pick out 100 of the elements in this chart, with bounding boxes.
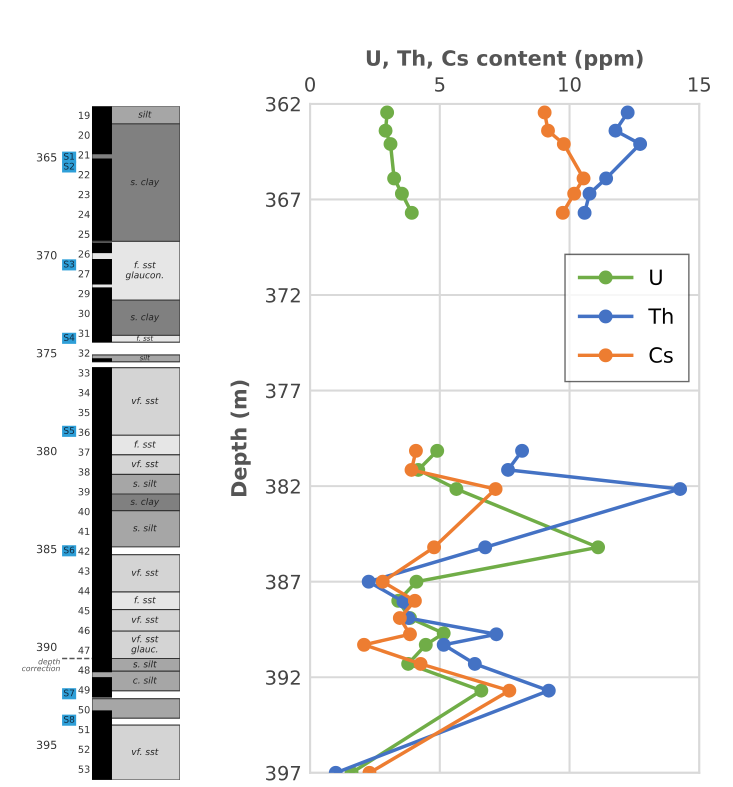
- annotation: 33: [78, 369, 90, 377]
- bar: [92, 367, 112, 672]
- band-label: vf. sst: [132, 616, 159, 623]
- bar: [92, 710, 112, 780]
- band-label: vf. sst: [132, 460, 159, 468]
- annotation: 30: [78, 310, 90, 318]
- point: [403, 627, 417, 642]
- point: [408, 444, 423, 458]
- annotation: 19: [78, 112, 90, 119]
- annotation: 49: [78, 686, 90, 694]
- point: [515, 444, 529, 458]
- annotation: 22: [78, 171, 90, 178]
- annotation: 46: [78, 626, 90, 634]
- point: [404, 206, 419, 220]
- y-tick-label: 397: [266, 766, 300, 780]
- point: [427, 540, 442, 554]
- ref-line-label: S8: [64, 716, 74, 723]
- band-label: s. clay: [130, 178, 160, 187]
- annotation: 21: [78, 151, 90, 158]
- bar: [92, 258, 112, 284]
- x-tick-label: 15: [689, 77, 710, 92]
- ref-line-label: S2: [64, 162, 74, 170]
- point: [430, 444, 444, 458]
- point: [418, 638, 433, 652]
- point: [436, 626, 451, 640]
- y-tick-label: 367: [266, 192, 300, 208]
- ref-line-label: S3: [64, 260, 74, 268]
- band-label: vf. sst: [132, 748, 159, 756]
- bar: [92, 677, 112, 698]
- point: [436, 638, 451, 652]
- point: [394, 186, 409, 201]
- point: [673, 482, 688, 496]
- band-label: f. sst: [134, 440, 156, 448]
- bar: [92, 106, 112, 154]
- band-label: vf. sst glauc.: [131, 635, 159, 654]
- annotation: 24: [78, 210, 90, 218]
- annotation: 37: [78, 448, 90, 456]
- legend-label: U: [650, 270, 662, 286]
- point: [502, 684, 516, 698]
- band-label: s. silt: [133, 660, 157, 668]
- y-tick-label: 390: [36, 642, 57, 652]
- y-tick-label: 375: [36, 348, 56, 358]
- point: [392, 611, 407, 625]
- point: [582, 186, 596, 201]
- point: [591, 540, 606, 554]
- point: [578, 206, 592, 220]
- y-tick-label: 370: [36, 251, 57, 260]
- annotation: 31: [78, 330, 90, 337]
- x-tick-label: 0: [305, 77, 315, 92]
- point: [488, 482, 503, 496]
- annotation: 48: [78, 666, 90, 674]
- ref-line-label: S5: [64, 427, 74, 434]
- point: [556, 206, 570, 220]
- point: [474, 684, 488, 698]
- annotation: 44: [78, 587, 90, 594]
- point: [408, 594, 422, 608]
- point: [489, 627, 504, 642]
- annotation: 50: [78, 706, 90, 714]
- ref-line-label: S4: [64, 334, 74, 341]
- annotation: 39: [78, 488, 90, 496]
- y-tick-label: 377: [266, 384, 300, 398]
- x-axis-title: U, Th, Cs content (ppm): [366, 50, 643, 70]
- point: [478, 540, 492, 554]
- band-label: f. sst: [134, 596, 156, 604]
- point: [620, 106, 635, 120]
- point: [376, 574, 390, 589]
- band-label: c. silt: [133, 676, 158, 684]
- ref-line-label: S1: [64, 152, 74, 160]
- annotation: 23: [78, 190, 90, 198]
- bar: [92, 358, 112, 362]
- point: [608, 124, 622, 138]
- point: [538, 106, 552, 120]
- annotation: 25: [78, 230, 90, 238]
- annotation: 26: [78, 250, 90, 258]
- x-tick-label: 5: [435, 77, 444, 92]
- annotation: 52: [78, 746, 90, 754]
- point: [501, 462, 515, 477]
- ref-line-label: S6: [64, 546, 74, 554]
- band-label: s. clay: [130, 313, 160, 322]
- legend-label: Th: [648, 308, 673, 324]
- annotation: 40: [78, 508, 90, 516]
- y-tick-label: 385: [36, 544, 56, 554]
- annotation: 47: [78, 646, 90, 654]
- annotation: 43: [78, 567, 90, 575]
- annotation: 34: [78, 389, 90, 396]
- annotation: 51: [78, 726, 90, 734]
- annotation: 45: [78, 607, 90, 614]
- ref-line-label: S7: [64, 690, 74, 696]
- y-axis-title: Depth (m): [230, 380, 251, 496]
- annotation: 53: [78, 765, 90, 773]
- point: [541, 124, 555, 138]
- annotation: 38: [78, 468, 90, 476]
- band-label: vf. sst: [132, 397, 159, 404]
- point: [357, 638, 371, 652]
- annotation: 29: [78, 290, 90, 298]
- point: [362, 574, 376, 589]
- point: [556, 137, 571, 151]
- band-label: f. sst glaucon.: [126, 261, 163, 280]
- point: [599, 171, 614, 186]
- y-tick-label: 380: [36, 446, 57, 456]
